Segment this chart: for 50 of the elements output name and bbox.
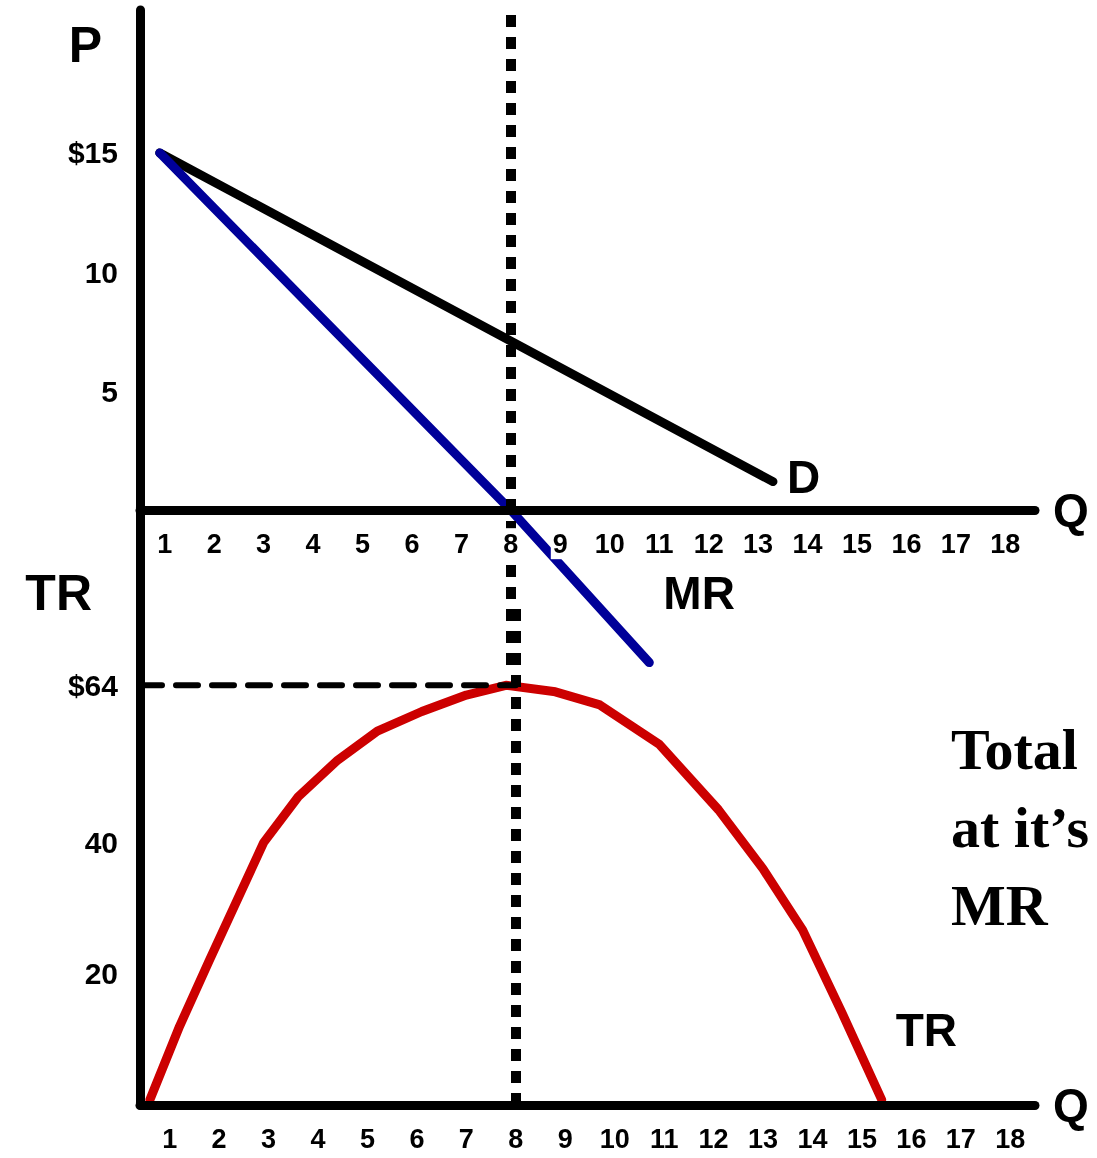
x-tick-label: 12: [693, 528, 724, 559]
y-axis-title: TR: [25, 565, 92, 621]
x-tick-label: 3: [256, 528, 272, 559]
x-tick-label: 1: [157, 528, 173, 559]
series-label: D: [786, 450, 821, 503]
y-axis-title: P: [68, 17, 102, 73]
x-tick-label: 17: [940, 528, 971, 559]
series-label: MR: [663, 566, 735, 619]
x-tick-label: 2: [206, 528, 222, 559]
x-tick-label: 15: [841, 528, 873, 559]
y-tick-label: $64: [67, 668, 119, 702]
y-tick-label: 10: [84, 255, 118, 289]
x-tick-label: 13: [748, 1123, 779, 1154]
x-axis-title: Q: [1053, 484, 1089, 537]
x-tick-label: 15: [846, 1123, 877, 1154]
x-tick-label: 6: [404, 528, 420, 559]
x-tick-label: 5: [359, 1123, 375, 1154]
x-tick-label: 6: [409, 1123, 425, 1154]
x-tick-label: 11: [644, 528, 674, 559]
x-tick-label: 4: [310, 1123, 326, 1154]
x-tick-label: 12: [698, 1123, 729, 1154]
y-tick-label: 20: [84, 957, 118, 991]
y-tick-label: $15: [67, 136, 118, 170]
x-tick-label: 4: [305, 528, 321, 559]
x-tick-label: 11: [649, 1123, 679, 1154]
x-tick-label: 10: [599, 1123, 630, 1154]
x-tick-label: 3: [261, 1123, 277, 1154]
x-axis-title: Q: [1053, 1079, 1089, 1131]
x-tick-label: 1: [162, 1123, 178, 1154]
x-tick-label: 7: [453, 528, 469, 559]
series-label: TR: [895, 1003, 958, 1056]
x-tick-label: 14: [797, 1123, 828, 1154]
x-tick-label: 8: [508, 1123, 524, 1154]
x-tick-label: 8: [503, 528, 519, 559]
x-tick-label: 18: [995, 1123, 1026, 1154]
y-tick-label: 5: [101, 374, 118, 408]
x-tick-label: 13: [743, 528, 774, 559]
y-tick-label: 40: [84, 826, 118, 860]
x-tick-label: 17: [945, 1123, 976, 1154]
x-tick-label: 5: [355, 528, 371, 559]
x-tick-label: 16: [891, 528, 922, 559]
x-tick-label: 2: [211, 1123, 227, 1154]
x-tick-label: 10: [594, 528, 625, 559]
x-tick-label: 16: [896, 1123, 927, 1154]
x-tick-label: 7: [458, 1123, 474, 1154]
x-tick-label: 14: [792, 528, 823, 559]
x-tick-label: 9: [552, 528, 568, 559]
x-tick-label: 18: [990, 528, 1021, 559]
annotation: Total at it’s MR: [951, 716, 1090, 938]
x-tick-label: 9: [557, 1123, 573, 1154]
